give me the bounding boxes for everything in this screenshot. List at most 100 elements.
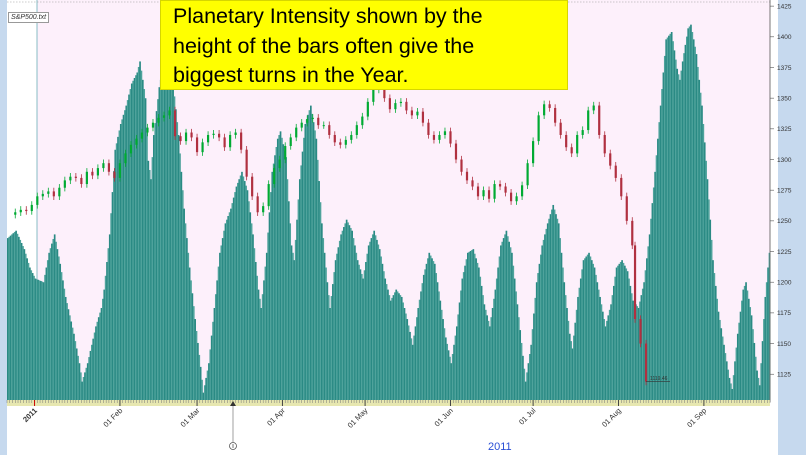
- intensity-bar: [124, 110, 126, 400]
- candle-body: [592, 105, 595, 111]
- price-candle: [543, 100, 546, 120]
- intensity-bar: [410, 338, 413, 400]
- price-candle: [146, 123, 149, 137]
- price-candle: [25, 206, 28, 215]
- cursor-arrow-icon: [230, 401, 236, 406]
- cursor-marker[interactable]: [229, 401, 237, 450]
- intensity-bar: [173, 96, 176, 401]
- intensity-bar: [162, 65, 165, 401]
- price-candle: [162, 111, 166, 122]
- intensity-bar: [325, 267, 327, 400]
- intensity-bar: [235, 186, 238, 400]
- intensity-bar: [736, 333, 739, 400]
- price-candle: [520, 181, 524, 200]
- candle-body: [399, 101, 402, 104]
- intensity-bar: [340, 234, 342, 400]
- intensity-bar: [429, 255, 432, 400]
- intensity-bar: [427, 258, 429, 400]
- intensity-bar: [413, 335, 415, 400]
- intensity-bar: [230, 208, 232, 400]
- candle-body: [184, 132, 188, 142]
- intensity-bar: [661, 89, 663, 400]
- intensity-bar: [734, 361, 736, 400]
- intensity-bar: [646, 258, 648, 400]
- intensity-bar: [73, 333, 75, 400]
- intensity-bar: [713, 273, 716, 400]
- intensity-bar: [183, 208, 185, 400]
- intensity-bar: [155, 111, 158, 401]
- intensity-bar: [436, 282, 439, 400]
- candle-body: [644, 343, 648, 382]
- intensity-bar: [764, 296, 767, 400]
- intensity-bar: [657, 138, 659, 400]
- intensity-bar: [199, 366, 202, 400]
- intensity-bar: [665, 39, 668, 401]
- candle-body: [201, 142, 204, 153]
- intensity-bar: [381, 263, 384, 400]
- intensity-bar: [389, 300, 392, 400]
- intensity-bar: [600, 304, 603, 400]
- intensity-bar: [522, 355, 524, 400]
- intensity-bar: [338, 240, 341, 400]
- intensity-bar: [70, 321, 73, 400]
- intensity-bar: [369, 241, 371, 400]
- intensity-bar: [150, 179, 152, 400]
- price-candle: [118, 159, 122, 182]
- intensity-bar: [278, 135, 280, 401]
- intensity-bar: [431, 258, 433, 400]
- intensity-bar: [208, 363, 210, 400]
- intensity-bar: [725, 361, 728, 400]
- intensity-bar: [596, 282, 599, 400]
- price-candle: [344, 136, 347, 149]
- candle-body: [614, 165, 617, 178]
- intensity-bar: [180, 171, 183, 400]
- intensity-bar: [261, 294, 264, 400]
- intensity-bar: [534, 297, 537, 400]
- intensity-bar: [252, 234, 254, 400]
- intensity-bar: [257, 289, 260, 400]
- intensity-bar: [683, 53, 685, 400]
- intensity-bar: [228, 212, 231, 400]
- intensity-bar: [446, 343, 449, 400]
- intensity-bar: [107, 248, 110, 400]
- price-candle: [465, 168, 469, 185]
- intensity-bar: [225, 219, 228, 400]
- intensity-bar: [84, 372, 86, 400]
- price-candle: [52, 187, 55, 200]
- intensity-bar: [425, 263, 428, 400]
- intensity-bar: [63, 288, 66, 400]
- price-candle: [306, 115, 309, 127]
- intensity-bar: [439, 300, 442, 400]
- candle-body: [135, 138, 138, 145]
- intensity-bar: [599, 296, 601, 400]
- intensity-bar: [260, 308, 263, 400]
- price-candle: [471, 176, 474, 191]
- candle-body: [333, 134, 336, 143]
- intensity-bar: [398, 293, 400, 400]
- intensity-bar: [282, 144, 285, 400]
- intensity-bar: [593, 267, 596, 400]
- intensity-bar: [29, 267, 31, 400]
- price-candle: [350, 131, 353, 144]
- intensity-bar: [243, 181, 246, 400]
- price-candle: [405, 98, 408, 115]
- intensity-bar: [318, 181, 320, 400]
- intensity-bar: [641, 288, 644, 400]
- intensity-bar: [164, 57, 166, 400]
- price-candle: [36, 192, 39, 209]
- intensity-bar: [606, 320, 608, 400]
- intensity-bar: [237, 182, 239, 400]
- candle-body: [559, 122, 562, 135]
- intensity-bar: [272, 163, 275, 400]
- price-candle: [267, 180, 270, 210]
- intensity-bar: [44, 274, 46, 400]
- intensity-bar: [449, 356, 451, 400]
- intensity-bar: [108, 234, 111, 400]
- intensity-bar: [56, 249, 59, 400]
- candle-body: [311, 117, 314, 120]
- candle-body: [245, 149, 248, 177]
- intensity-bar: [668, 35, 670, 401]
- intensity-bar: [697, 66, 699, 401]
- intensity-bar: [310, 105, 312, 400]
- candle-body: [96, 168, 99, 176]
